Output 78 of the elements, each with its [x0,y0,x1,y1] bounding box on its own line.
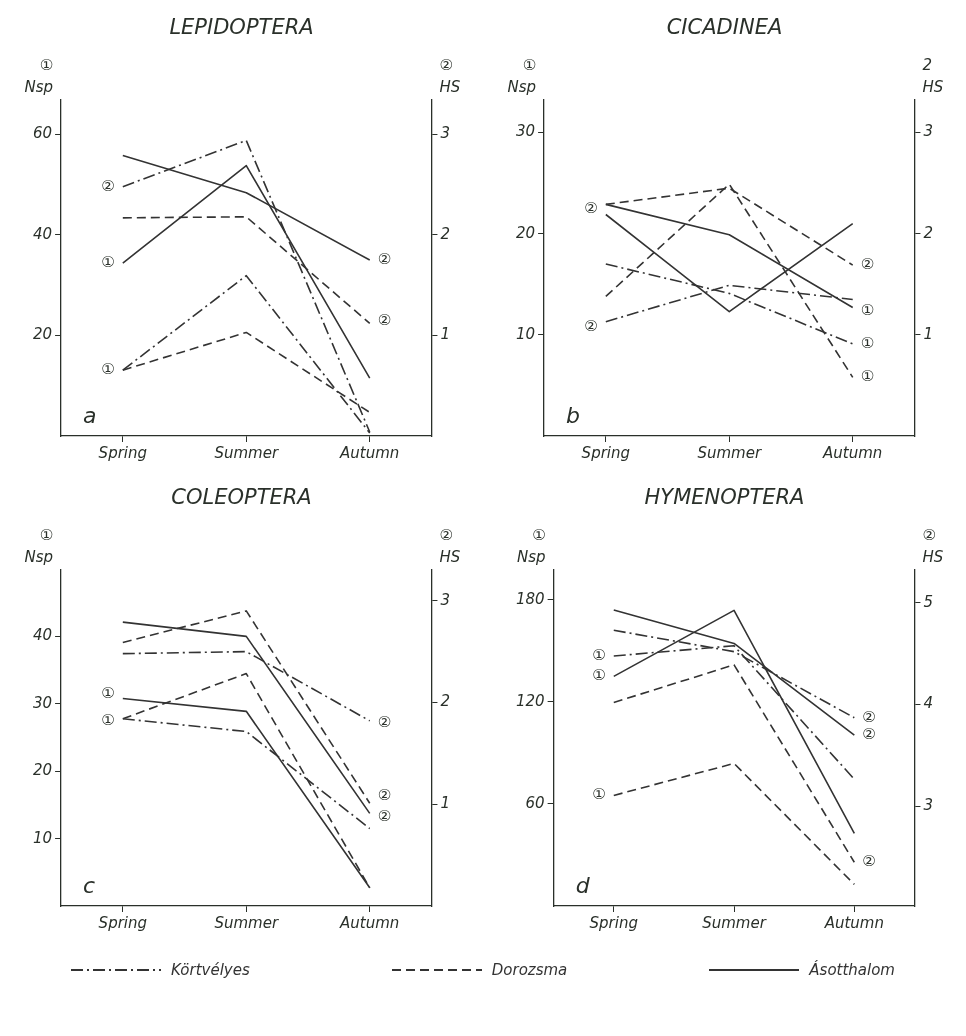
y-tick-label: 20 [515,223,536,242]
annotation: a [83,402,97,428]
y2-axis-title: ② HS [439,525,461,566]
x-tick-label: Spring [589,913,638,932]
x-tick-label: Spring [581,443,631,462]
annotation: ① [860,367,875,386]
y-axis-title: ① Nsp [517,525,546,566]
y-axis-title: ① Nsp [24,525,54,566]
y2-tick-label: 1 [440,794,450,813]
y-tick-label: 120 [515,691,545,710]
x-tick-label: Autumn [823,913,884,932]
y-tick-label: 40 [32,626,53,645]
annotation: ① [592,666,606,685]
annotation: d [575,872,591,898]
x-tick-label: Spring [98,443,148,462]
legend-label: Ásotthalom [809,961,895,979]
y2-tick-label: 5 [923,592,933,611]
y2-axis-title: ② HS [922,525,944,566]
annotation: ① [101,711,115,730]
y2-tick-label: 3 [923,796,933,815]
y-tick-label: 180 [515,589,545,608]
y-tick-label: 30 [32,693,53,712]
chart-title: LEPIDOPTERA [169,15,314,40]
chart-title: CICADINEA [666,15,783,40]
y2-tick-label: 3 [440,590,450,609]
annotation: ② [862,852,876,871]
y2-tick-label: 1 [440,325,450,344]
y2-tick-label: 3 [923,122,933,141]
x-tick-label: Summer [702,913,767,932]
y2-tick-label: 2 [440,692,450,711]
y-tick-label: 20 [32,761,53,780]
annotation: ② [584,316,598,335]
x-tick-label: Summer [214,443,279,462]
y2-tick-label: 3 [440,124,450,143]
x-tick-label: Autumn [339,913,400,932]
y2-axis-title: ② HS [439,55,461,96]
annotation: ② [860,254,875,273]
annotation: c [83,872,96,898]
annotation: b [566,402,581,428]
chart-title: COLEOPTERA [171,485,312,510]
annotation: ② [584,199,598,218]
chart-title: HYMENOPTERA [644,485,805,510]
y-tick-label: 40 [32,224,53,243]
annotation: ① [860,333,875,352]
y-axis-title: ① Nsp [24,55,54,96]
y-axis-title: ① Nsp [507,55,537,96]
annotation: ① [592,645,606,664]
annotation: ① [860,301,875,320]
annotation: ② [377,310,392,329]
x-tick-label: Autumn [339,443,400,462]
y2-axis-title: 2 HS [922,55,944,96]
y2-tick-label: 1 [923,324,933,343]
annotation: ② [377,786,392,805]
annotation: ① [101,359,115,378]
annotation: ① [592,785,606,804]
annotation: ① [101,684,115,703]
annotation: ② [101,177,115,196]
y-tick-label: 10 [515,324,536,343]
legend-label: Dorozsma [491,961,568,979]
annotation: ② [862,724,876,743]
y-tick-label: 10 [32,828,53,847]
y-tick-label: 60 [525,793,545,812]
annotation: ② [377,713,392,732]
annotation: ① [101,252,115,271]
x-tick-label: Spring [98,913,148,932]
y-tick-label: 20 [32,325,53,344]
y2-tick-label: 2 [440,224,450,243]
annotation: ② [377,806,392,825]
annotation: ② [377,249,392,268]
annotation: ② [862,707,876,726]
y-tick-label: 30 [515,122,536,141]
y2-tick-label: 4 [923,694,933,713]
x-tick-label: Summer [697,443,762,462]
y-tick-label: 60 [32,124,53,143]
x-tick-label: Autumn [822,443,883,462]
y2-tick-label: 2 [923,223,933,242]
legend-label: Körtvélyes [171,961,250,979]
x-tick-label: Summer [214,913,279,932]
